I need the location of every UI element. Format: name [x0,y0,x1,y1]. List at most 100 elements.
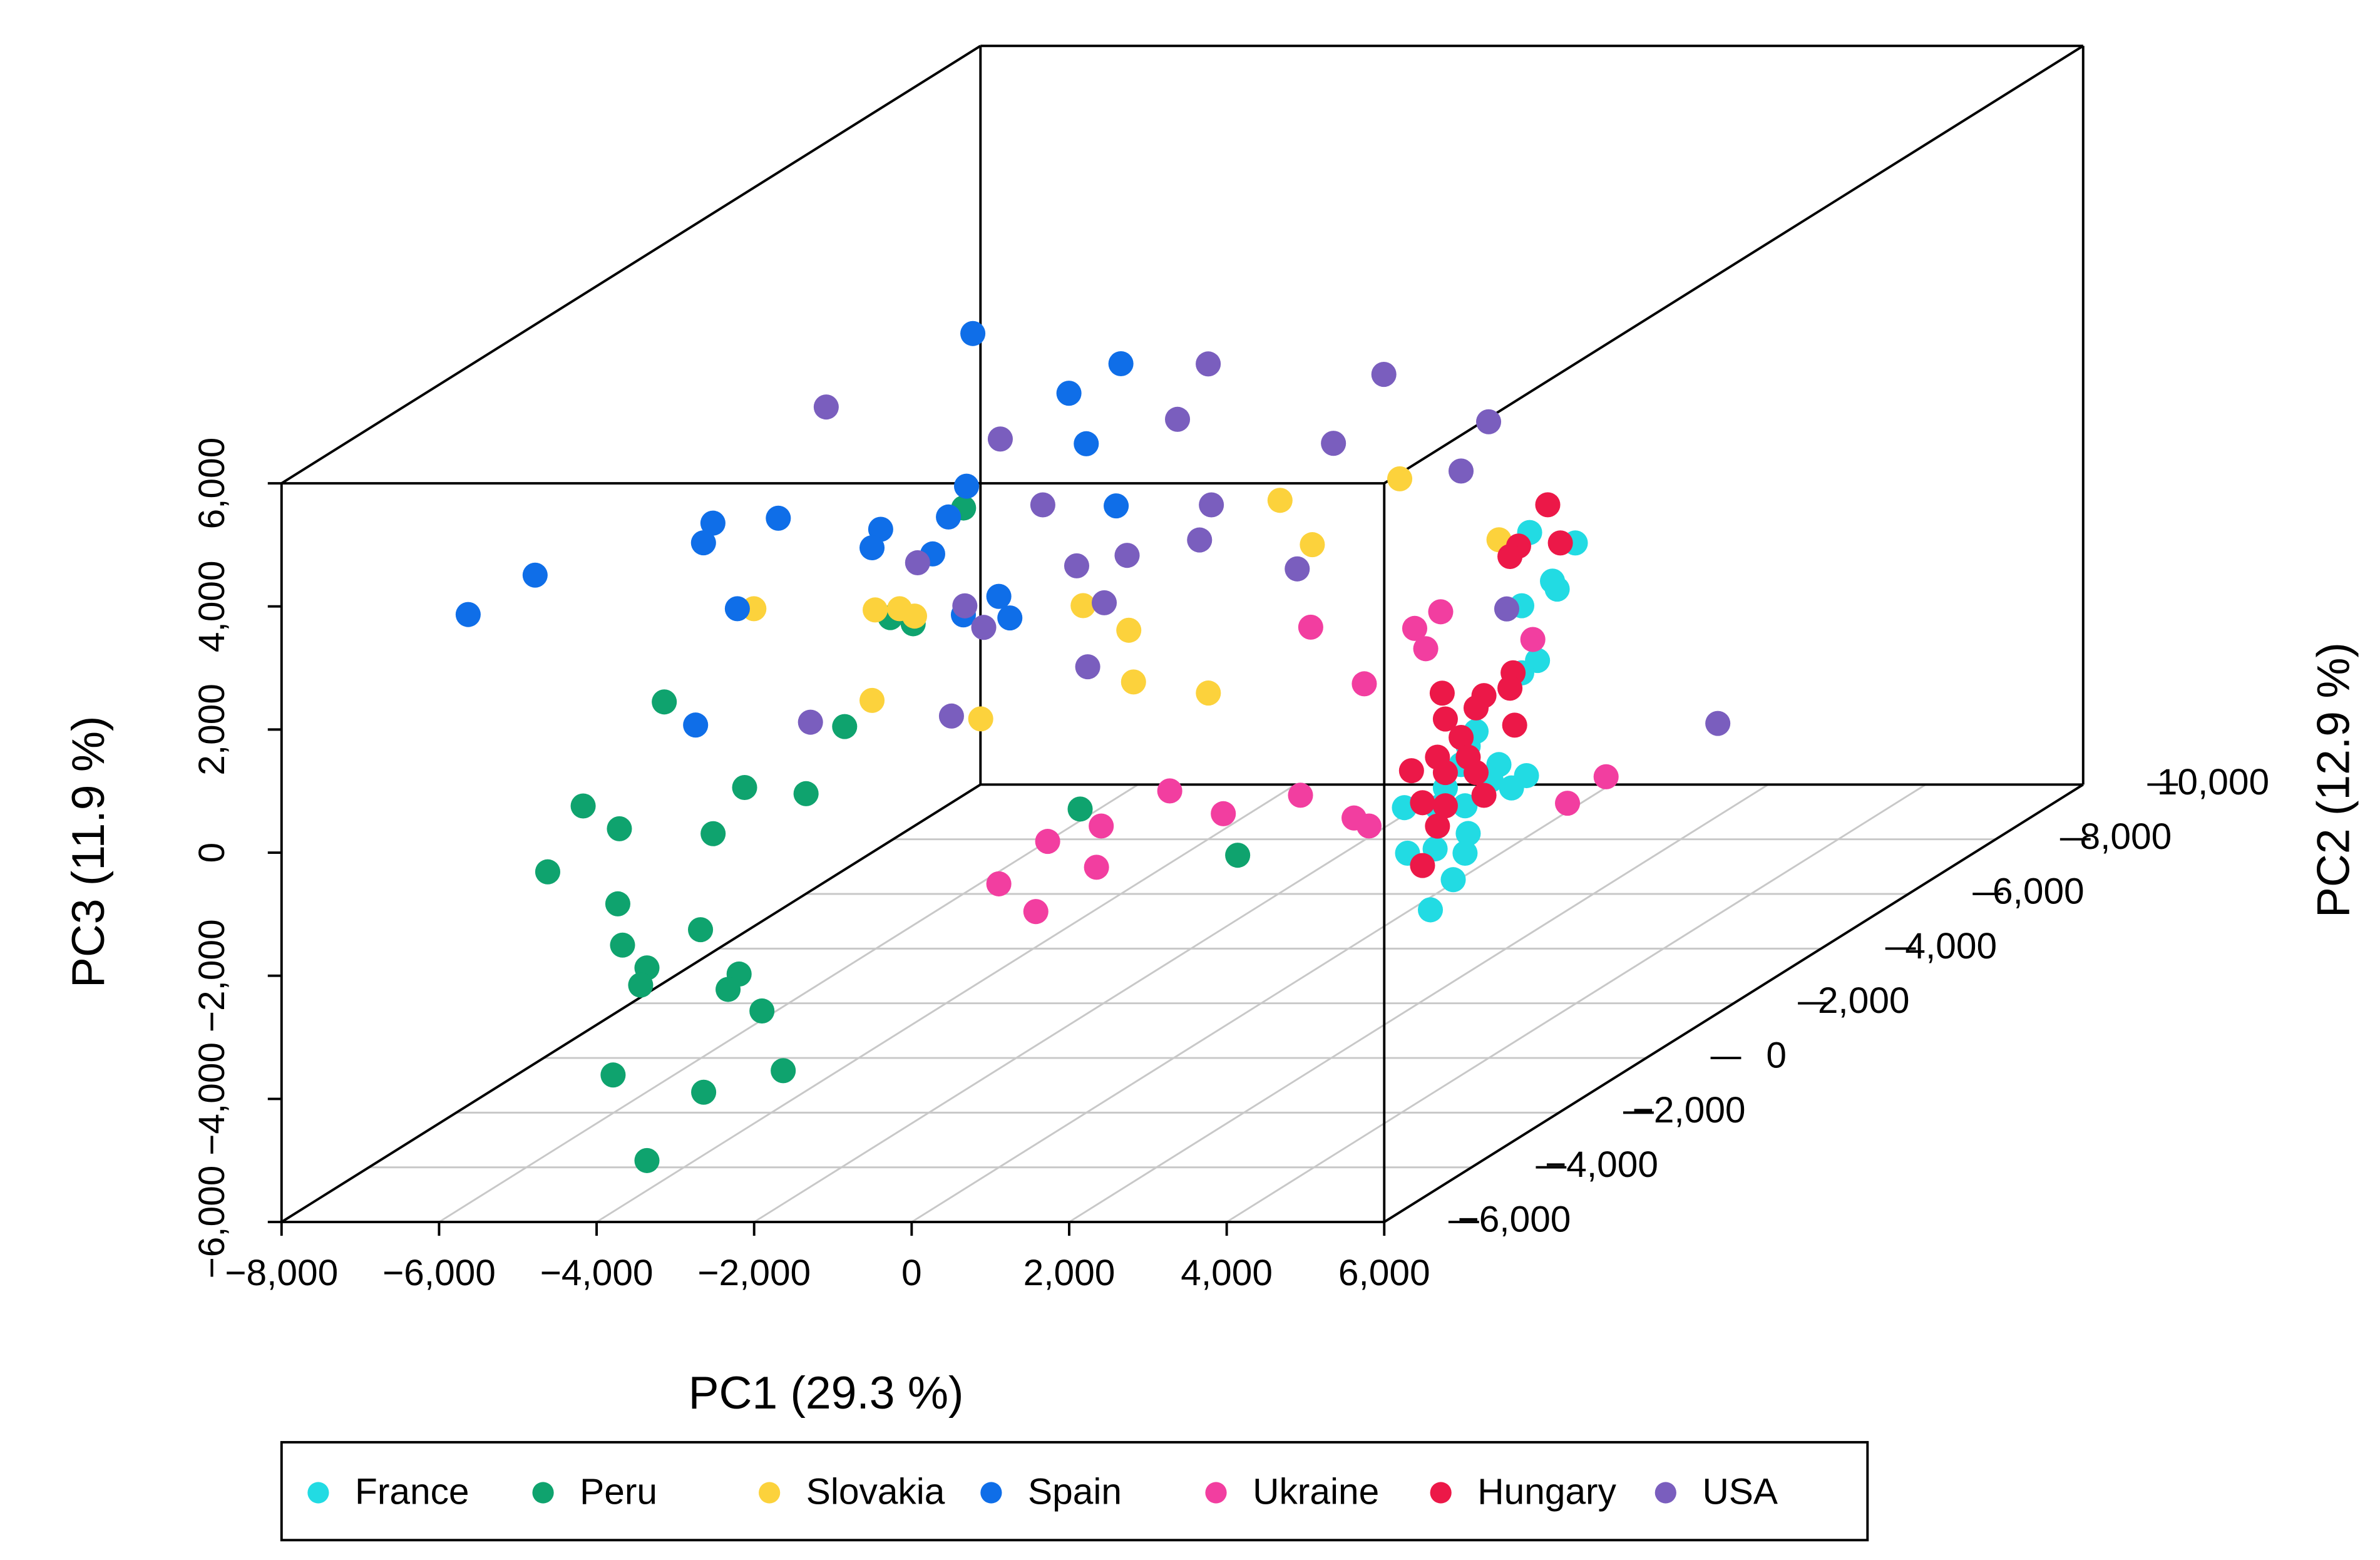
point [1417,897,1444,923]
y-tick-label: 10,000 [2157,762,2269,803]
box-edge [280,44,982,485]
point [1089,813,1114,839]
point [936,504,962,530]
point [522,562,548,588]
point [1114,543,1140,568]
legend-label: Ukraine [1253,1471,1379,1512]
point [859,535,885,561]
grid-line [438,784,1139,1223]
point [987,426,1013,452]
x-tick-label: 0 [901,1253,922,1293]
y-tick-label: 2,000 [1818,980,1910,1021]
x-tick-label: −4,000 [540,1253,654,1293]
legend-marker [1205,1482,1227,1504]
point [1497,675,1523,701]
point [690,530,716,556]
point [1067,796,1093,822]
point [771,1058,796,1084]
point [1056,381,1082,406]
y-tick-label: −6,000 [1457,1199,1571,1240]
grid-line [1069,784,1769,1223]
point [700,510,726,536]
point [1428,599,1454,625]
point [1267,488,1293,513]
point [905,550,930,575]
point [1476,409,1502,434]
point [1298,614,1323,640]
legend-label: USA [1702,1471,1778,1512]
legend-marker [307,1482,329,1504]
grid-line [1226,784,1926,1223]
z-tick-label: 6,000 [192,438,232,530]
point [971,615,997,640]
point [997,605,1023,631]
point [968,706,993,732]
point [700,821,726,846]
point [766,505,791,531]
point [1432,793,1458,819]
point [1494,596,1520,622]
point [960,321,986,346]
point [570,793,596,819]
point [1502,712,1527,738]
point [732,774,757,801]
point [1499,775,1524,801]
point [1449,725,1474,751]
point [683,712,709,738]
point [1593,764,1619,789]
point [1104,493,1129,519]
point [832,714,858,739]
x-tick-label: −8,000 [225,1253,338,1293]
point [628,972,654,998]
point [716,977,741,1002]
z-tick-label: 4,000 [192,560,232,652]
y-axis-title: PC2 (12.9 %) [2308,642,2359,918]
x-tick-label: 2,000 [1023,1253,1116,1293]
point [1187,527,1213,553]
point [688,917,714,943]
point [634,1147,660,1173]
legend-box [280,1440,1869,1542]
box-edge [280,783,982,1223]
z-tick-label: −4,000 [192,1042,232,1156]
point [1705,711,1731,736]
legend-label: Spain [1028,1471,1122,1512]
legend-label: France [355,1471,469,1512]
grid-line [911,784,1611,1223]
point [1520,627,1546,652]
point [1064,553,1090,578]
point [1402,615,1427,641]
point [1440,867,1466,893]
point [749,998,775,1024]
x-tick-label: −6,000 [382,1253,496,1293]
point [600,1062,626,1088]
legend-label: Slovakia [806,1471,945,1512]
point [1544,577,1570,602]
point [610,932,635,958]
point [1413,636,1439,662]
point [1211,801,1236,826]
point [1547,530,1573,556]
grid-line [753,784,1454,1223]
legend-marker [1430,1482,1452,1504]
grid-line [596,784,1296,1223]
point [1535,492,1561,518]
point [455,602,481,627]
point [1116,617,1142,643]
point [793,781,819,806]
point [1285,556,1310,582]
point [1432,760,1458,786]
point [1448,458,1474,484]
point [1121,669,1146,695]
point [1425,813,1450,839]
point [986,871,1012,896]
point [813,394,839,420]
point [1555,791,1581,816]
point [1471,783,1497,808]
point [1070,593,1096,618]
legend-marker [980,1482,1002,1504]
x-tick-label: −2,000 [697,1253,811,1293]
point [1084,854,1109,880]
box-edge [1383,783,2084,1223]
